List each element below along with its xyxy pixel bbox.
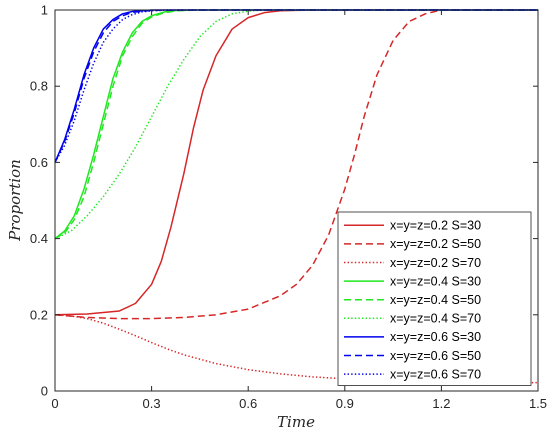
legend-label: x=y=z=0.6 S=50	[390, 349, 481, 363]
y-tick-label: 0.8	[30, 79, 48, 94]
y-axis-label: Proportion	[6, 159, 24, 242]
legend-box	[337, 211, 532, 386]
tick-layer: 0 0.3 0.6 0.9 1.2 1.5 0 0.2 0.4 0.6 0.8 1	[30, 3, 547, 412]
x-tick-label: 0.6	[239, 396, 257, 411]
x-axis-label: Time	[277, 413, 315, 431]
legend-label: x=y=z=0.2 S=70	[390, 256, 481, 270]
y-tick-label: 1	[41, 3, 48, 18]
legend-label: x=y=z=0.6 S=30	[390, 330, 481, 344]
x-tick-label: 1.5	[529, 396, 547, 411]
legend-label: x=y=z=0.2 S=30	[390, 219, 481, 233]
y-tick-label: 0.4	[30, 231, 48, 246]
legend-label: x=y=z=0.4 S=30	[390, 274, 481, 288]
y-tick-label: 0	[41, 384, 48, 399]
legend: x=y=z=0.2 S=30 x=y=z=0.2 S=50 x=y=z=0.2 S=…	[337, 211, 532, 386]
legend-label: x=y=z=0.2 S=50	[390, 237, 481, 251]
y-tick-label: 0.6	[30, 155, 48, 170]
x-tick-label: 0	[51, 396, 58, 411]
y-tick-label: 0.2	[30, 307, 48, 322]
legend-label: x=y=z=0.6 S=70	[390, 367, 481, 381]
x-tick-label: 1.2	[432, 396, 450, 411]
series-line-6	[54, 9, 538, 240]
legend-label: x=y=z=0.4 S=50	[390, 293, 481, 307]
x-tick-label: 0.9	[336, 396, 354, 411]
series-line-9	[54, 9, 538, 163]
plot-frame	[54, 9, 539, 392]
x-tick-label: 0.3	[143, 396, 161, 411]
legend-label: x=y=z=0.4 S=70	[390, 312, 481, 326]
